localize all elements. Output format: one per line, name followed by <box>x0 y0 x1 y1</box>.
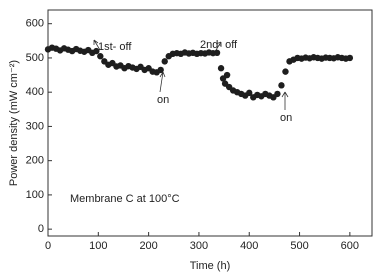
y-tick-label: 200 <box>26 155 44 167</box>
x-axis-label: Time (h) <box>190 260 231 272</box>
point <box>346 54 354 62</box>
y-tick-label: 300 <box>26 120 44 132</box>
x-tick-label: 500 <box>290 240 308 252</box>
point <box>282 68 289 75</box>
point <box>246 89 253 97</box>
point <box>161 58 168 65</box>
point <box>213 49 221 57</box>
point <box>217 65 225 72</box>
point <box>274 90 281 98</box>
point <box>97 53 104 60</box>
annotation: on <box>280 112 292 124</box>
annotation: 1st- off <box>98 41 132 53</box>
y-axis-label: Power density (mW cm⁻²) <box>8 60 20 186</box>
plot-frame <box>47 9 373 237</box>
y-tick-label: 400 <box>26 86 44 98</box>
point <box>278 82 285 89</box>
x-tick-label: 400 <box>240 240 258 252</box>
x-tick-label: 600 <box>341 240 359 252</box>
x-tick-label: 200 <box>139 240 157 252</box>
point <box>157 66 164 74</box>
arrow <box>215 41 222 51</box>
arrow <box>159 71 166 93</box>
annotation: Membrane C at 100°C <box>70 193 180 205</box>
arrow <box>281 91 289 110</box>
y-tick-label: 0 <box>38 223 44 235</box>
y-tick-label: 500 <box>26 52 44 64</box>
annotation: on <box>157 94 169 106</box>
arrow <box>93 39 101 51</box>
point <box>223 71 231 79</box>
y-tick-label: 600 <box>26 18 44 30</box>
y-tick-label: 100 <box>26 189 44 201</box>
x-tick-label: 100 <box>89 240 107 252</box>
point <box>93 47 100 55</box>
x-tick-label: 0 <box>45 240 51 252</box>
x-tick-label: 300 <box>190 240 208 252</box>
